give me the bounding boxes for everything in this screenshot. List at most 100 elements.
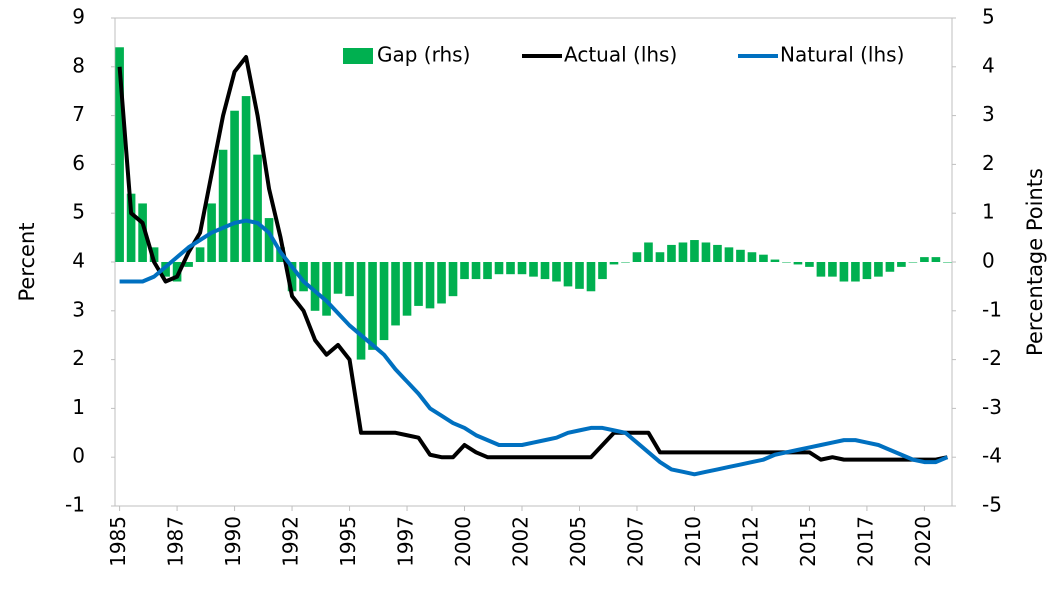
series-line xyxy=(119,218,949,477)
y-tick-label: 5 xyxy=(72,200,85,224)
gap-bar xyxy=(402,262,412,316)
gap-bar xyxy=(747,252,757,262)
gap-bar xyxy=(736,249,745,262)
y-tick-label: 9 xyxy=(72,5,85,29)
gap-bar xyxy=(460,262,469,280)
gap-bar xyxy=(218,149,228,262)
gap-bar xyxy=(575,262,584,289)
y2-tick-label: 4 xyxy=(982,53,995,77)
gap-bar xyxy=(184,262,193,267)
x-tick-label: 2012 xyxy=(738,516,762,567)
x-tick-label: 2002 xyxy=(509,516,533,567)
legend-label: Gap (rhs) xyxy=(377,43,470,67)
gap-bar xyxy=(943,262,952,263)
gap-bar xyxy=(126,193,136,262)
gap-bar xyxy=(310,262,320,311)
gap-bar xyxy=(552,262,561,282)
y-tick-label: 8 xyxy=(72,53,85,77)
series-line xyxy=(117,55,948,462)
gap-bar xyxy=(540,262,550,280)
gap-bar xyxy=(138,203,147,262)
gap-bar xyxy=(333,262,343,294)
x-tick-label: 2000 xyxy=(451,516,475,567)
y2-tick-label: 2 xyxy=(982,151,995,175)
gap-bar xyxy=(793,262,803,265)
gap-bar xyxy=(195,247,205,262)
gap-bar xyxy=(356,262,366,360)
x-tick-label: 2017 xyxy=(853,516,877,567)
y2-tick-label: -2 xyxy=(982,346,1002,370)
gap-bar xyxy=(908,262,918,263)
gap-bar xyxy=(782,262,791,263)
gap-bar xyxy=(425,262,435,309)
gap-bar xyxy=(724,247,734,262)
gap-bar xyxy=(805,262,814,267)
x-tick-label: 1992 xyxy=(279,516,303,567)
y2-tick-label: -3 xyxy=(982,395,1002,419)
gap-bar xyxy=(897,262,906,267)
gap-bar xyxy=(437,262,446,304)
gap-bar xyxy=(230,110,239,262)
gap-bar xyxy=(345,262,354,297)
y2-tick-label: -5 xyxy=(982,493,1002,517)
gap-bar xyxy=(483,262,492,280)
x-tick-label: 1990 xyxy=(221,516,245,567)
gap-bar xyxy=(609,262,619,265)
gap-bar xyxy=(414,262,423,306)
gap-bar xyxy=(264,218,274,262)
x-tick-label: 1995 xyxy=(336,516,360,567)
gap-bar xyxy=(471,262,481,280)
y2-tick-label: 1 xyxy=(982,200,995,224)
gap-bar xyxy=(885,262,895,272)
gap-bar xyxy=(690,240,699,262)
gap-bar xyxy=(299,262,308,292)
gap-bar xyxy=(448,262,458,297)
y2-tick-label: 3 xyxy=(982,102,995,126)
x-tick-label: 1987 xyxy=(164,516,188,567)
gap-bar xyxy=(563,262,573,287)
gap-bar xyxy=(851,262,860,282)
x-tick-label: 2007 xyxy=(623,516,647,567)
gap-bar xyxy=(287,262,297,292)
y-tick-label: 2 xyxy=(72,346,85,370)
gap-bar xyxy=(862,262,872,280)
y2-tick-label: 5 xyxy=(982,5,995,29)
gap-bar xyxy=(368,262,377,350)
gap-bar xyxy=(241,96,251,262)
gap-bar xyxy=(621,262,630,263)
y-tick-label: -1 xyxy=(65,493,85,517)
y-tick-label: 7 xyxy=(72,102,85,126)
gap-bar xyxy=(322,262,331,316)
gap-bar xyxy=(506,262,515,275)
gap-bar xyxy=(632,252,642,262)
gap-bar xyxy=(874,262,883,277)
legend-swatch xyxy=(343,48,373,64)
gap-bar xyxy=(920,257,929,262)
gap-bar xyxy=(759,254,768,262)
gap-bar xyxy=(517,262,527,275)
x-tick-label: 1985 xyxy=(106,516,130,567)
y-tick-label: 4 xyxy=(72,249,85,273)
gap-bar xyxy=(655,252,665,262)
gap-bar xyxy=(828,262,837,277)
gap-bar xyxy=(667,244,676,262)
y-tick-label: 1 xyxy=(72,395,85,419)
gap-bar xyxy=(931,257,941,262)
y-tick-label: 0 xyxy=(72,444,85,468)
gap-bar xyxy=(149,247,159,262)
legend-label: Natural (lhs) xyxy=(780,43,904,67)
y2-tick-label: -1 xyxy=(982,297,1002,321)
legend-label: Actual (lhs) xyxy=(564,43,677,67)
gap-bar xyxy=(172,262,182,282)
y2-tick-label: -4 xyxy=(982,444,1002,468)
x-tick-label: 2010 xyxy=(681,516,705,567)
gap-bar xyxy=(598,262,607,280)
gap-bar xyxy=(391,262,400,326)
x-tick-label: 2005 xyxy=(566,516,590,567)
y-tick-label: 3 xyxy=(72,297,85,321)
gap-bar xyxy=(253,154,262,262)
gap-bar xyxy=(494,262,504,275)
y2-tick-label: 0 xyxy=(982,249,995,273)
gap-bar xyxy=(839,262,849,282)
